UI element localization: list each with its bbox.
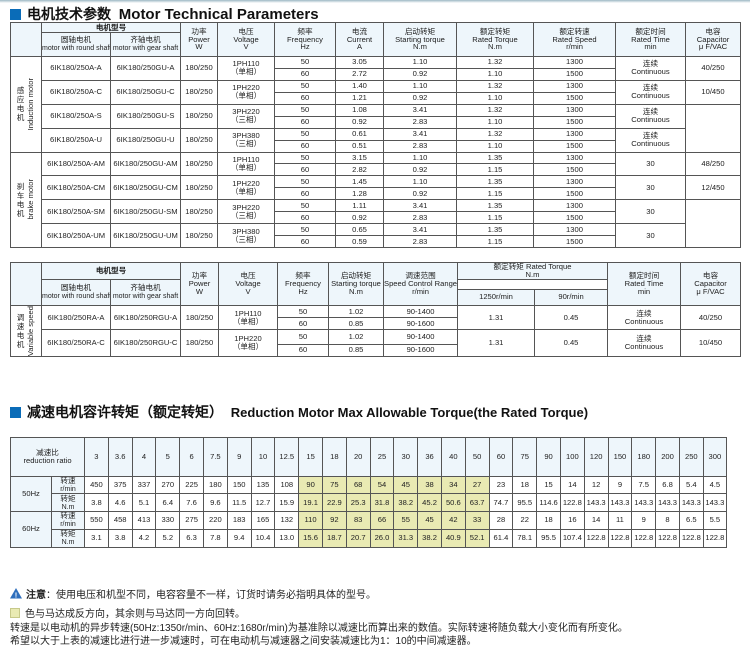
svg-text:!: !: [15, 590, 18, 599]
